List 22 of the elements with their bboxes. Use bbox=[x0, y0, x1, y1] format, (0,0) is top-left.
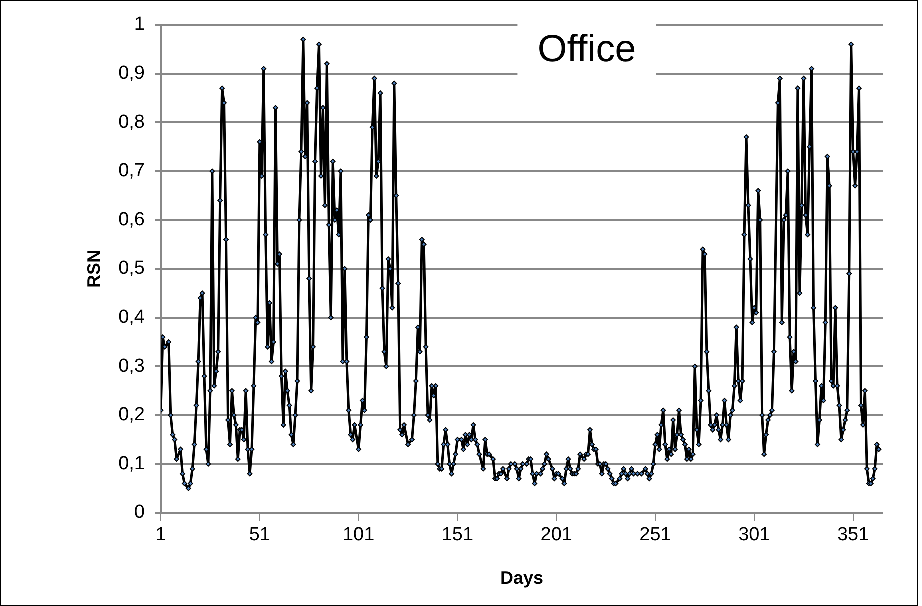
y-tick-label: 0,3 bbox=[118, 356, 145, 377]
x-axis-title: Days bbox=[500, 568, 544, 588]
y-axis-title: RSN bbox=[84, 250, 104, 288]
x-tick-label: 301 bbox=[738, 524, 770, 546]
x-tick-label: 251 bbox=[640, 524, 672, 546]
x-tick-label: 351 bbox=[837, 524, 870, 546]
y-tick-label: 1 bbox=[134, 14, 145, 36]
chart-title: Office bbox=[538, 28, 636, 70]
y-tick-label: 0,8 bbox=[118, 112, 145, 133]
y-tick-label: 0,4 bbox=[118, 307, 146, 328]
y-tick-label: 0,6 bbox=[118, 209, 145, 230]
y-tick-label: 0,9 bbox=[118, 63, 145, 84]
y-tick-label: 0,5 bbox=[118, 258, 145, 280]
x-tick-label: 151 bbox=[442, 524, 474, 546]
x-tick-label: 101 bbox=[342, 524, 375, 546]
x-tick-label: 1 bbox=[156, 524, 166, 546]
x-tick-label: 201 bbox=[540, 524, 572, 546]
y-tick-label: 0,2 bbox=[118, 404, 145, 426]
x-tick-label: 51 bbox=[249, 524, 270, 546]
y-tick-label: 0,7 bbox=[118, 160, 145, 182]
y-tick-label: 0,1 bbox=[118, 453, 145, 474]
y-tick-label: 0 bbox=[134, 502, 145, 524]
